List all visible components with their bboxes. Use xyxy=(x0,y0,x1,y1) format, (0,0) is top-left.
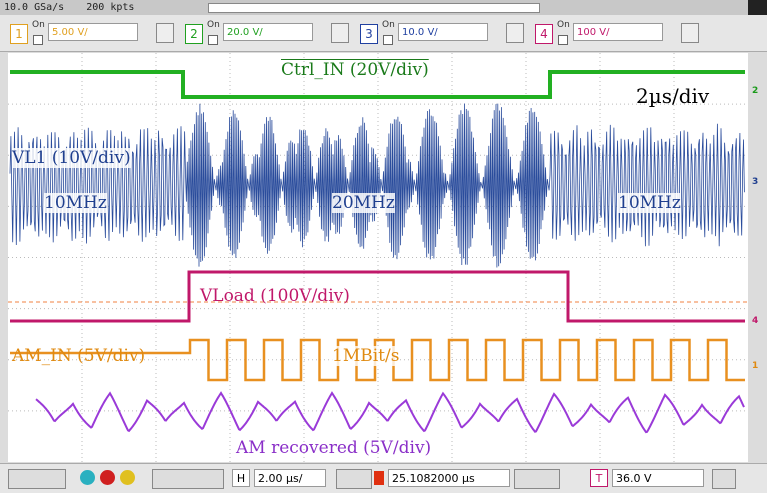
channel-checkbox[interactable] xyxy=(383,35,393,45)
channel-number[interactable]: 1 xyxy=(10,24,28,44)
points: 200 kpts xyxy=(86,2,134,13)
channel-number[interactable]: 2 xyxy=(185,24,203,44)
bottom-bar: H 2.00 µs/ 25.1082000 µs T 36.0 V xyxy=(0,463,767,493)
stop-button[interactable] xyxy=(100,470,115,485)
sample-rate: 10.0 GSa/s xyxy=(4,2,64,13)
channel-checkbox[interactable] xyxy=(33,35,43,45)
scale-button[interactable] xyxy=(681,23,699,43)
ch-marker: 1 xyxy=(752,361,758,371)
scroll-bar[interactable] xyxy=(208,3,540,13)
scale-button[interactable] xyxy=(331,23,349,43)
channel-checkbox[interactable] xyxy=(208,35,218,45)
mode-buttons[interactable] xyxy=(336,469,372,489)
time-div-label: 2µs/div xyxy=(636,84,709,108)
delay-field[interactable]: 25.1082000 µs xyxy=(388,469,510,487)
corner xyxy=(748,0,767,15)
trigger-marker xyxy=(374,471,384,485)
vl1-freq-right: 10MHz xyxy=(618,193,681,213)
scope-screen: 10.0 GSa/s 200 kpts 1On5.00 V/2On20.0 V/… xyxy=(0,0,767,492)
channel-scale[interactable]: 100 V/ xyxy=(573,23,663,41)
waveform-display xyxy=(8,53,748,462)
channel-state: On xyxy=(557,20,570,30)
channel-scale[interactable]: 20.0 V/ xyxy=(223,23,313,41)
channel-number[interactable]: 3 xyxy=(360,24,378,44)
ch-marker: 2 xyxy=(752,86,758,96)
ch-marker: 4 xyxy=(752,316,758,326)
t-button[interactable]: T xyxy=(590,469,608,487)
channel-scale[interactable]: 5.00 V/ xyxy=(48,23,138,41)
channel-state: On xyxy=(32,20,45,30)
horizontal-scale[interactable]: 2.00 µs/ xyxy=(254,469,326,487)
scale-button[interactable] xyxy=(506,23,524,43)
level-spinner[interactable] xyxy=(712,469,736,489)
tool-buttons[interactable] xyxy=(152,469,224,489)
nav-buttons[interactable] xyxy=(8,469,66,489)
channel-state: On xyxy=(382,20,395,30)
channel-scale[interactable]: 10.0 V/ xyxy=(398,23,488,41)
delay-arrows[interactable] xyxy=(514,469,560,489)
run-button[interactable] xyxy=(80,470,95,485)
ch-marker: 3 xyxy=(752,177,758,187)
status-bar: 10.0 GSa/s 200 kpts xyxy=(0,0,767,15)
vl1-label: VL1 (10V/div) xyxy=(12,148,131,168)
trigger-level[interactable]: 36.0 V xyxy=(612,469,704,487)
channel-checkbox[interactable] xyxy=(558,35,568,45)
vl1-freq-left: 10MHz xyxy=(44,193,107,213)
bitrate-label: 1MBit/s xyxy=(332,346,399,366)
single-button[interactable] xyxy=(120,470,135,485)
ctrl-in-label: Ctrl_IN (20V/div) xyxy=(281,60,429,80)
h-button[interactable]: H xyxy=(232,469,250,487)
am-in-label: AM_IN (5V/div) xyxy=(12,346,145,366)
vl1-freq-mid: 20MHz xyxy=(332,193,395,213)
vload-label: VLoad (100V/div) xyxy=(200,286,350,306)
scale-button[interactable] xyxy=(156,23,174,43)
am-recovered-label: AM recovered (5V/div) xyxy=(236,438,431,458)
channel-number[interactable]: 4 xyxy=(535,24,553,44)
channel-state: On xyxy=(207,20,220,30)
